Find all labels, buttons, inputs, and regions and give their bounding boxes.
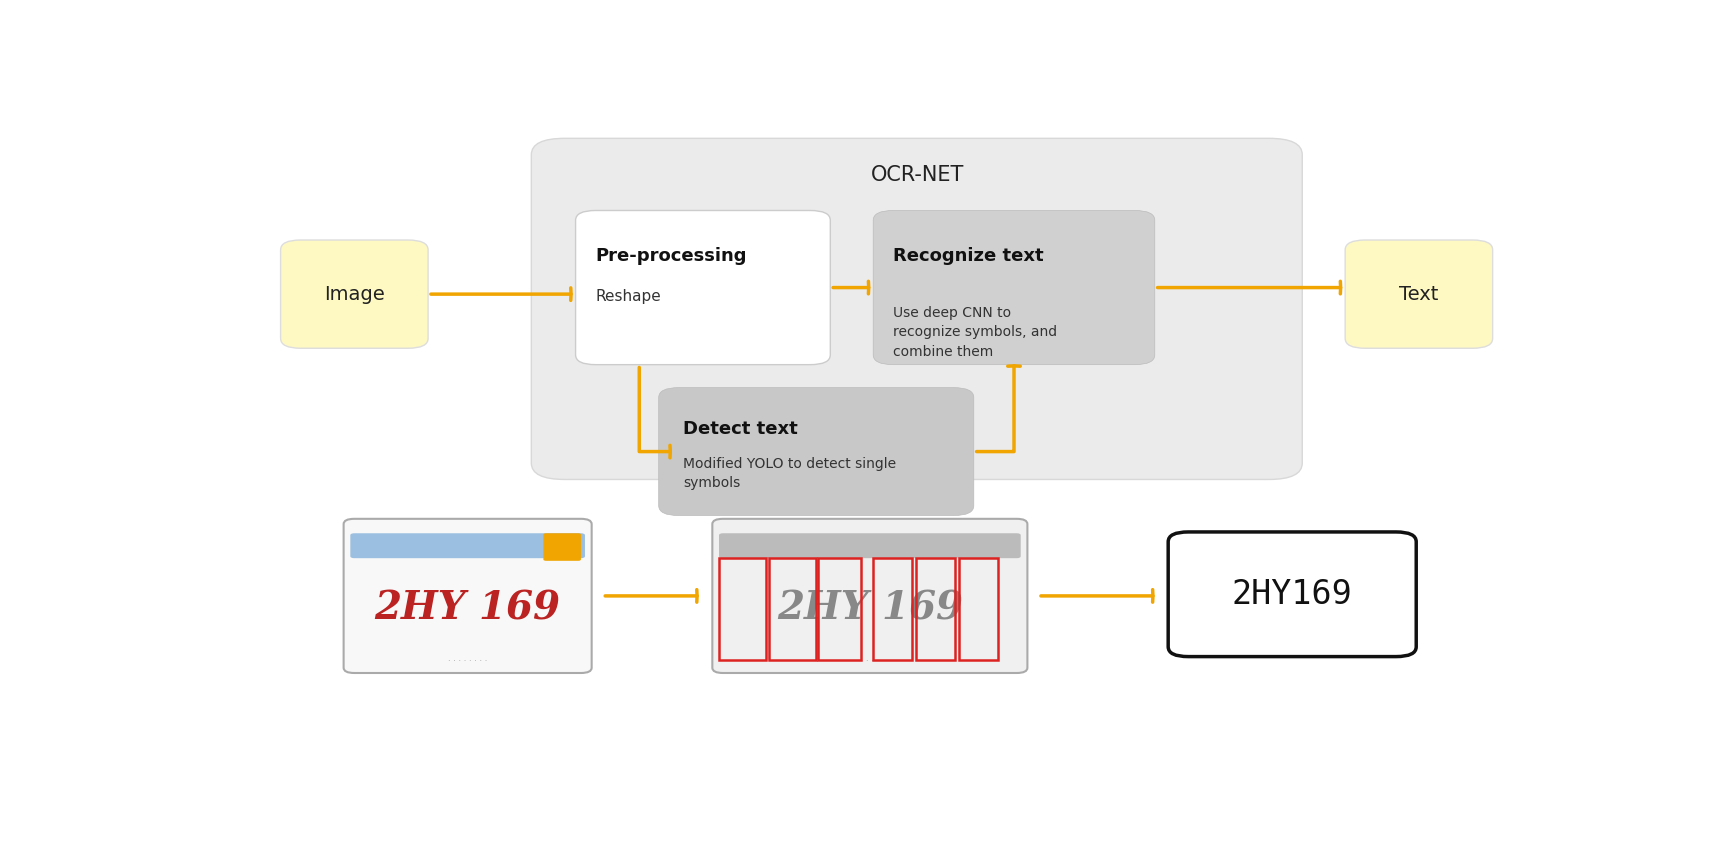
FancyBboxPatch shape	[720, 533, 1021, 558]
Text: OCR-NET: OCR-NET	[870, 164, 964, 185]
FancyBboxPatch shape	[713, 519, 1028, 673]
Text: Reshape: Reshape	[595, 289, 661, 304]
Text: · · · · · · · · · ·: · · · · · · · · · ·	[844, 657, 894, 665]
FancyBboxPatch shape	[280, 240, 427, 348]
FancyBboxPatch shape	[1168, 532, 1417, 657]
Text: Image: Image	[324, 285, 384, 304]
Text: Detect text: Detect text	[683, 420, 798, 439]
Text: Text: Text	[1400, 285, 1439, 304]
Text: Recognize text: Recognize text	[893, 246, 1043, 265]
Text: 2HY169: 2HY169	[1232, 578, 1353, 611]
FancyBboxPatch shape	[344, 519, 592, 673]
FancyBboxPatch shape	[531, 138, 1303, 480]
Text: · · · · · · · ·: · · · · · · · ·	[448, 657, 488, 665]
FancyBboxPatch shape	[1346, 240, 1493, 348]
Text: 2HY 169: 2HY 169	[375, 590, 561, 627]
Text: Modified YOLO to detect single
symbols: Modified YOLO to detect single symbols	[683, 457, 896, 490]
FancyBboxPatch shape	[543, 533, 581, 561]
FancyBboxPatch shape	[351, 533, 585, 558]
FancyBboxPatch shape	[576, 210, 830, 365]
FancyBboxPatch shape	[874, 210, 1156, 365]
Text: Use deep CNN to
recognize symbols, and
combine them: Use deep CNN to recognize symbols, and c…	[893, 306, 1057, 359]
Text: 2HY 169: 2HY 169	[777, 590, 964, 627]
FancyBboxPatch shape	[659, 388, 974, 515]
Text: Pre-processing: Pre-processing	[595, 246, 747, 265]
